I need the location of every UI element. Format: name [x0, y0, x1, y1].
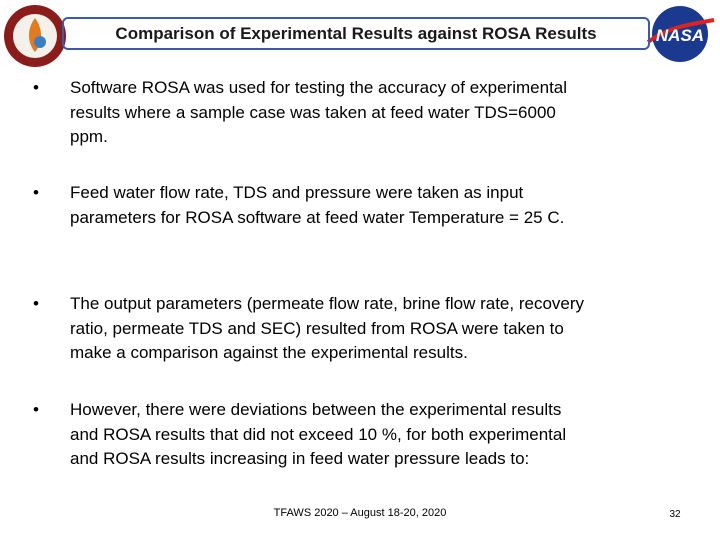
page-number: 32 [669, 509, 681, 520]
logo-drop [34, 36, 46, 48]
footer: TFAWS 2020 – August 18-20, 2020 [273, 507, 447, 519]
bullet-text: Software ROSA was used for testing the a… [70, 78, 568, 97]
title-frame [62, 17, 650, 50]
bullet-marker: • [33, 183, 39, 202]
bullet-marker: • [33, 400, 39, 419]
bullet-text: make a comparison against the experiment… [70, 343, 468, 362]
bullet-text: parameters for ROSA software at feed wat… [70, 207, 565, 227]
nasa-vector [646, 18, 715, 44]
bullet-text: The output parameters (permeate flow rat… [70, 294, 585, 313]
bullet-text: ratio, permeate TDS and SEC) resulted fr… [70, 318, 564, 338]
bullet-text: and ROSA results that did not exceed 10 … [70, 424, 567, 444]
bullet-text: However, there were deviations between t… [70, 400, 562, 419]
bullet-text: Feed water flow rate, TDS and pressure w… [70, 183, 524, 202]
bullet-marker: • [33, 78, 39, 97]
slide-title: Comparison of Experimental Results again… [115, 24, 597, 43]
nasa-disc [652, 6, 708, 62]
bullet-text: ppm. [70, 127, 108, 146]
bullet-marker: • [33, 294, 39, 313]
bullet-text: and ROSA results increasing in feed wate… [70, 449, 530, 468]
tfaws-logo [4, 5, 66, 67]
bullet-text: results where a sample case was taken at… [70, 102, 556, 122]
nasa-text: NASA [656, 26, 704, 45]
nasa-logo: NASA [646, 6, 715, 62]
